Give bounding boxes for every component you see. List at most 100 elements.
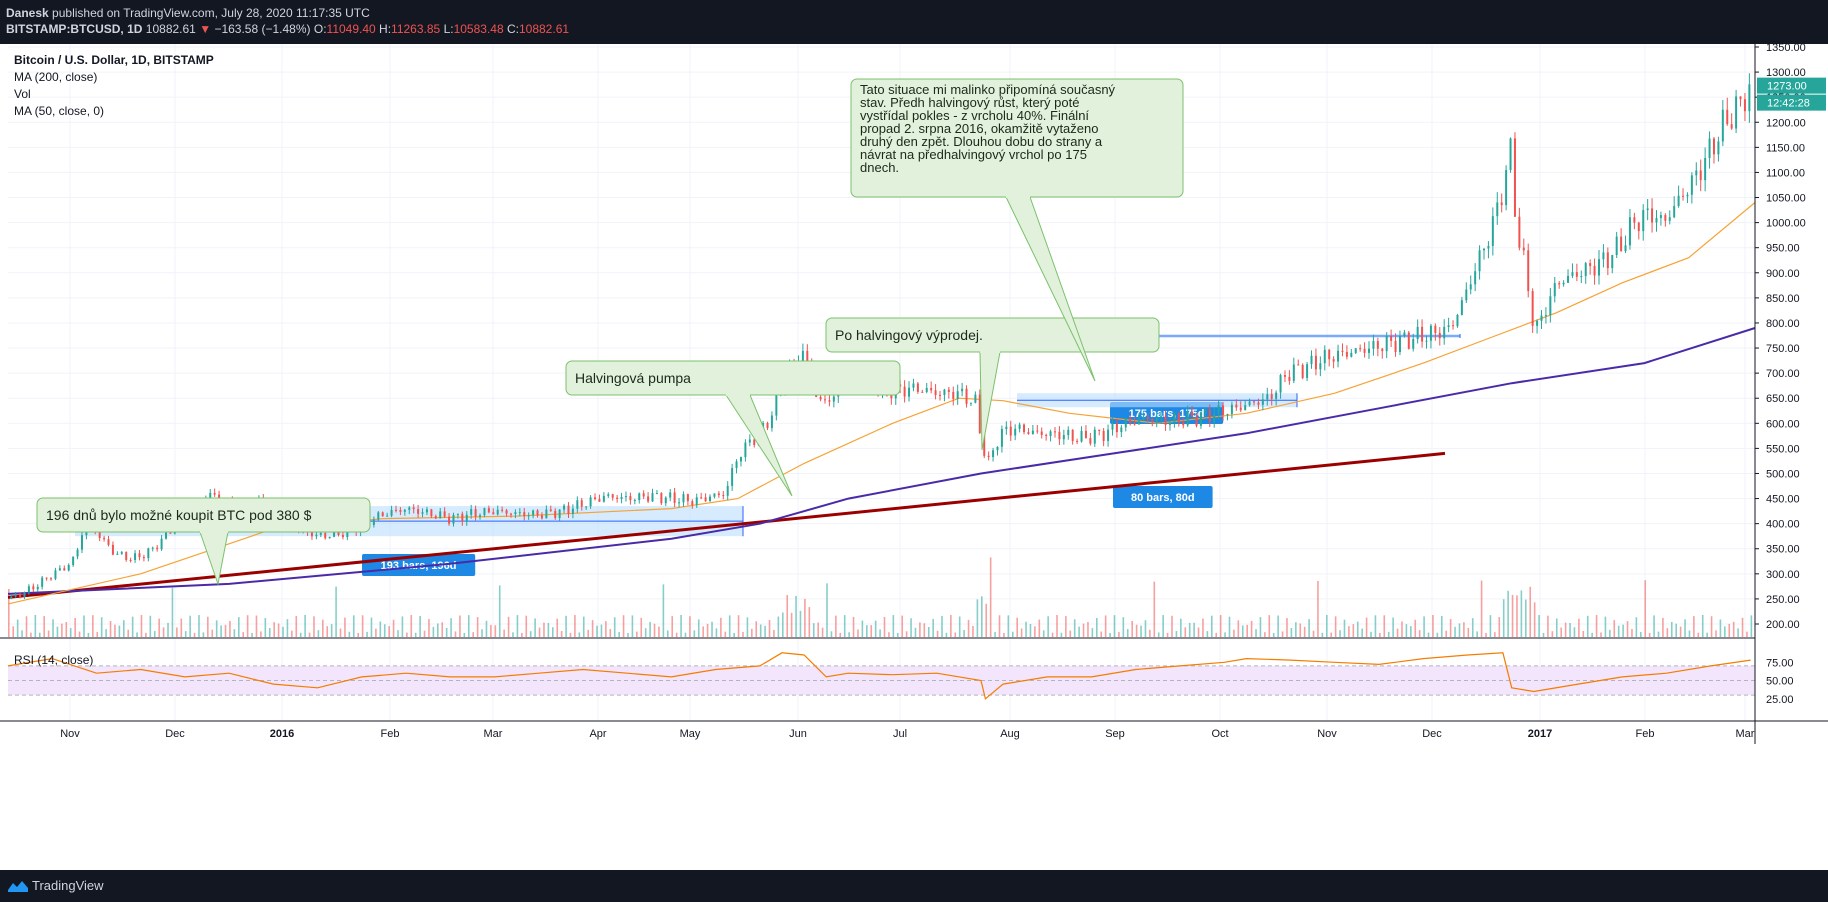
candle — [952, 386, 955, 406]
volume-bar — [277, 623, 280, 637]
candle — [1155, 413, 1158, 428]
candle — [1416, 319, 1419, 344]
time-tick-label: Aug — [1000, 728, 1020, 740]
volume-bar — [1746, 631, 1748, 637]
legend-vol[interactable]: Vol — [14, 87, 31, 101]
candle — [1138, 413, 1141, 425]
volume-bar — [1525, 599, 1527, 637]
volume-bar — [1644, 580, 1647, 637]
rsi-legend[interactable]: RSI (14, close) — [14, 652, 93, 669]
candle — [916, 381, 919, 394]
candle — [1580, 270, 1583, 284]
volume-bar — [503, 629, 505, 637]
volume-bar — [450, 618, 452, 637]
author[interactable]: Danesk — [6, 6, 49, 20]
volume-bar — [291, 630, 293, 637]
volume-bar — [1197, 627, 1200, 637]
candle — [377, 511, 380, 522]
legend-ma200[interactable]: MA (200, close) — [14, 70, 98, 84]
candle — [943, 388, 946, 402]
candle — [456, 513, 459, 519]
volume-bar — [1241, 625, 1244, 637]
volume-bar — [326, 626, 329, 637]
volume-bar — [445, 627, 448, 637]
volume-bar — [516, 615, 519, 637]
candle — [1646, 199, 1649, 221]
candle — [1314, 348, 1317, 376]
candle — [63, 565, 66, 571]
candle — [1204, 407, 1207, 417]
volume-bar — [162, 627, 165, 637]
candle — [1513, 132, 1516, 217]
volume-bar — [1520, 590, 1523, 637]
volume-bar — [1750, 615, 1753, 637]
legend-ma50[interactable]: MA (50, close, 0) — [14, 104, 105, 118]
volume-bar — [1210, 615, 1213, 637]
published-text: published on TradingView.com, July 28, 2… — [52, 6, 370, 20]
volume-bar — [1206, 631, 1209, 637]
candle — [1699, 159, 1702, 192]
volume-bar — [1547, 615, 1549, 637]
candle — [1620, 228, 1623, 252]
candle — [421, 508, 424, 518]
legend-rsi[interactable]: RSI (14, close) — [14, 653, 94, 667]
countdown-badge — [1757, 94, 1826, 111]
candle — [1124, 417, 1127, 432]
candle — [103, 535, 106, 542]
volume-bar — [587, 629, 589, 637]
volume-bar — [1542, 632, 1545, 637]
candle — [54, 567, 57, 581]
volume-bar — [1060, 632, 1063, 637]
volume-bar — [74, 617, 76, 637]
volume-bar — [1494, 632, 1496, 637]
volume-bar — [1675, 623, 1677, 637]
candle — [1253, 400, 1256, 406]
volume-bar — [1228, 616, 1231, 637]
candle — [408, 506, 411, 515]
candle — [417, 504, 420, 518]
volume-bar — [392, 619, 395, 637]
volume-bar — [839, 632, 842, 637]
volume-bar — [397, 630, 399, 637]
candle — [1036, 424, 1039, 434]
volume-bar — [596, 625, 598, 637]
volume-bar — [1693, 616, 1695, 637]
volume-bar — [835, 615, 837, 637]
candle — [1244, 399, 1247, 411]
volume-bar — [666, 630, 669, 637]
volume-bar — [857, 629, 859, 637]
volume-bar — [1219, 615, 1222, 637]
volume-bar — [1710, 616, 1713, 637]
candle — [1323, 345, 1326, 371]
volume-bar — [1025, 621, 1027, 637]
candle — [527, 512, 530, 520]
chart-area[interactable]: 193 bars, 196d 175 bars, 175d 80 bars, 80d… — [0, 42, 1828, 870]
volume-bar — [910, 618, 912, 637]
volume-bar — [534, 618, 536, 637]
candle — [589, 495, 592, 509]
candle — [660, 492, 663, 506]
volume-bar — [1056, 615, 1058, 637]
volume-bar — [361, 615, 364, 637]
candle — [1023, 423, 1026, 435]
candle — [1735, 89, 1738, 134]
candle — [1283, 370, 1286, 383]
volume-bar — [304, 615, 306, 637]
price-axis-bg — [1755, 44, 1828, 744]
candle — [1664, 213, 1667, 227]
volume-bar — [746, 617, 749, 637]
candle — [394, 505, 397, 513]
candle — [45, 577, 48, 581]
candle — [1655, 210, 1658, 232]
volume-bar — [428, 619, 430, 637]
candle — [425, 506, 428, 516]
price-tick-label: 700.00 — [1766, 368, 1800, 380]
volume-bar — [198, 615, 200, 637]
volume-bar — [180, 618, 183, 637]
volume-bar — [786, 595, 789, 637]
rsi-band — [8, 665, 1755, 696]
footer-brand[interactable]: TradingView — [32, 878, 104, 893]
candle — [1584, 261, 1587, 284]
open-label: O: — [313, 22, 327, 36]
